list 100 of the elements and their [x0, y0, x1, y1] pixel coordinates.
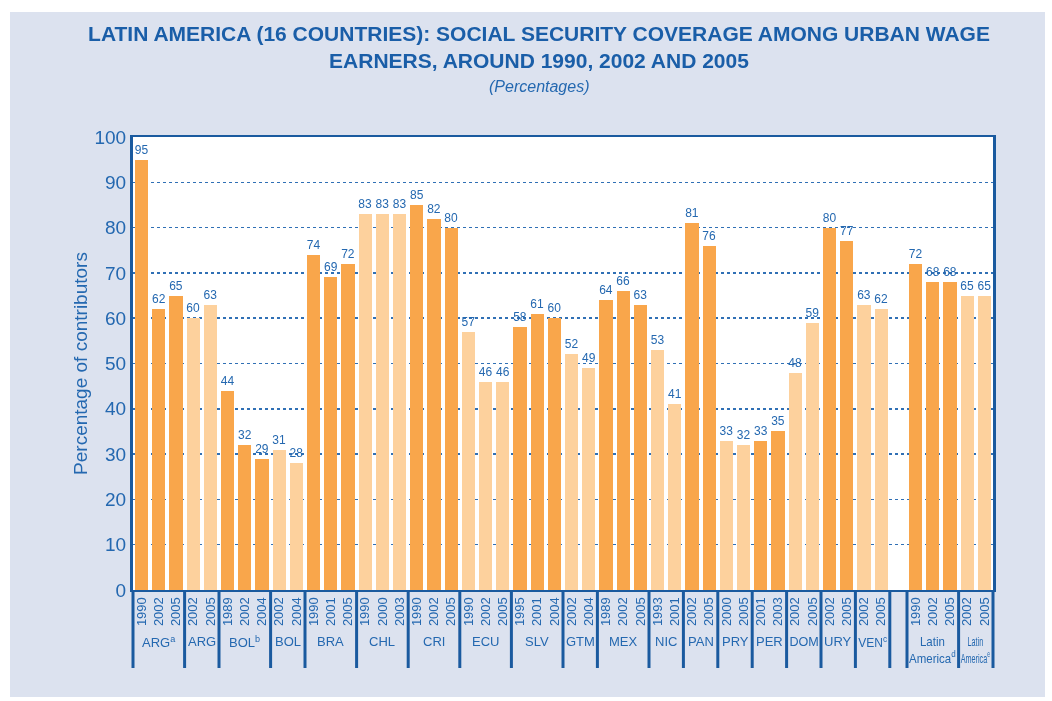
x-tick-label: 2001: [529, 597, 545, 627]
x-tick-label: 2001: [753, 597, 769, 627]
x-tick-label: 1989: [219, 597, 235, 627]
x-tick-label: 2002: [151, 597, 167, 627]
x-tick-label: 1993: [649, 597, 665, 627]
data-label: 76: [702, 228, 717, 243]
text: PAN: [688, 634, 714, 649]
x-tick-label: 2005: [443, 597, 459, 627]
data-label: 46: [478, 364, 493, 379]
text: SLV: [525, 634, 549, 649]
x-tick-label: 2002: [271, 597, 287, 627]
text: ECU: [472, 634, 500, 649]
x-tick-label: 2002: [563, 597, 579, 627]
x-tick-label: 1990: [357, 597, 373, 627]
x-tick-label: 2004: [254, 597, 270, 627]
data-label: 46: [495, 364, 510, 379]
x-tick-label: 1989: [598, 597, 614, 627]
data-label: 60: [547, 301, 562, 316]
x-tick-label: 2002: [925, 597, 941, 627]
data-label: 59: [805, 305, 820, 320]
data-label: 49: [581, 351, 596, 366]
data-label: 65: [977, 278, 992, 293]
text: DOM: [789, 633, 819, 650]
y-tick-label: 80: [105, 217, 127, 239]
x-tick-label: 1995: [512, 597, 528, 627]
x-tick-label: 1990: [133, 597, 149, 627]
data-label: 83: [358, 197, 373, 212]
x-tick-label: 2002: [237, 597, 253, 627]
x-tick-label: 2005: [701, 597, 717, 627]
text: PER: [756, 634, 783, 649]
x-tick-label: 2005: [735, 597, 751, 627]
data-label: 58: [513, 310, 527, 325]
text: CRI: [423, 634, 446, 649]
data-label: 52: [564, 337, 579, 352]
data-label: 62: [151, 292, 166, 307]
text: NIC: [655, 634, 678, 649]
x-tick-label: 1990: [409, 597, 425, 627]
y-axis-title: Percentage of contributors: [70, 252, 92, 475]
data-label: 35: [771, 414, 785, 429]
y-tick-label: 90: [105, 171, 127, 193]
data-label: 68: [925, 264, 940, 279]
text: ARG: [188, 634, 217, 649]
data-label: 64: [599, 283, 613, 298]
data-label: 63: [857, 287, 871, 302]
x-tick-label: 2002: [615, 597, 631, 627]
data-label: 69: [323, 260, 338, 275]
text: VEN$^{c}$: [858, 633, 888, 651]
data-label: 82: [427, 201, 441, 216]
x-tick-label: 2005: [168, 597, 184, 627]
y-tick-label: 30: [105, 443, 127, 465]
x-tick-label: 2000: [374, 597, 390, 627]
x-tick-label: 2005: [839, 597, 855, 627]
data-label: 60: [186, 301, 201, 316]
x-tick-label: 2005: [632, 597, 648, 627]
x-tick-label: 2001: [667, 597, 683, 627]
data-label: 83: [375, 197, 390, 212]
data-label: 48: [788, 355, 803, 370]
data-label: 28: [289, 446, 304, 461]
data-label: 66: [616, 274, 631, 289]
x-tick-label: 2002: [959, 597, 975, 627]
data-label: 31: [272, 432, 287, 447]
data-label: 81: [685, 206, 699, 221]
data-label: 53: [650, 332, 665, 347]
data-label: 80: [822, 210, 837, 225]
x-tick-label: 2003: [770, 597, 786, 627]
x-tick-label: 2000: [718, 597, 734, 627]
x-tick-label: 2005: [340, 597, 356, 627]
data-label: 63: [633, 287, 648, 302]
text: CHL: [369, 634, 396, 649]
x-tick-label: 2002: [684, 597, 700, 627]
y-tick-label: 70: [105, 262, 127, 284]
text: PRY: [722, 634, 749, 649]
x-tick-label: 1990: [305, 597, 321, 627]
x-tick-label: 2002: [185, 597, 201, 627]
y-tick-label: 40: [105, 398, 127, 420]
data-label: 29: [255, 441, 269, 456]
text: BRA: [317, 634, 345, 649]
data-label: 95: [134, 142, 149, 157]
x-tick-label: 1990: [907, 597, 923, 627]
data-label: 62: [874, 292, 889, 307]
text: GTM: [566, 634, 595, 649]
data-label: 41: [667, 387, 682, 402]
data-label: 77: [839, 224, 854, 239]
data-label: 83: [392, 197, 407, 212]
x-tick-label: 2003: [391, 597, 407, 627]
text: MEX: [609, 634, 638, 649]
text: Latin America$^{d}$: [909, 634, 956, 667]
x-tick-label: 2005: [202, 597, 218, 627]
data-label: 32: [736, 428, 751, 443]
data-label: 57: [461, 314, 476, 329]
data-label: 63: [203, 287, 218, 302]
data-label: 72: [341, 246, 355, 261]
y-tick-label: 60: [105, 307, 127, 329]
data-label: 61: [530, 296, 545, 311]
data-label: 80: [444, 210, 459, 225]
text: URY: [824, 634, 852, 649]
y-tick-label: 100: [94, 126, 127, 148]
x-tick-label: 2004: [288, 597, 304, 627]
data-label: 33: [753, 423, 768, 438]
y-tick-label: 0: [115, 579, 127, 601]
